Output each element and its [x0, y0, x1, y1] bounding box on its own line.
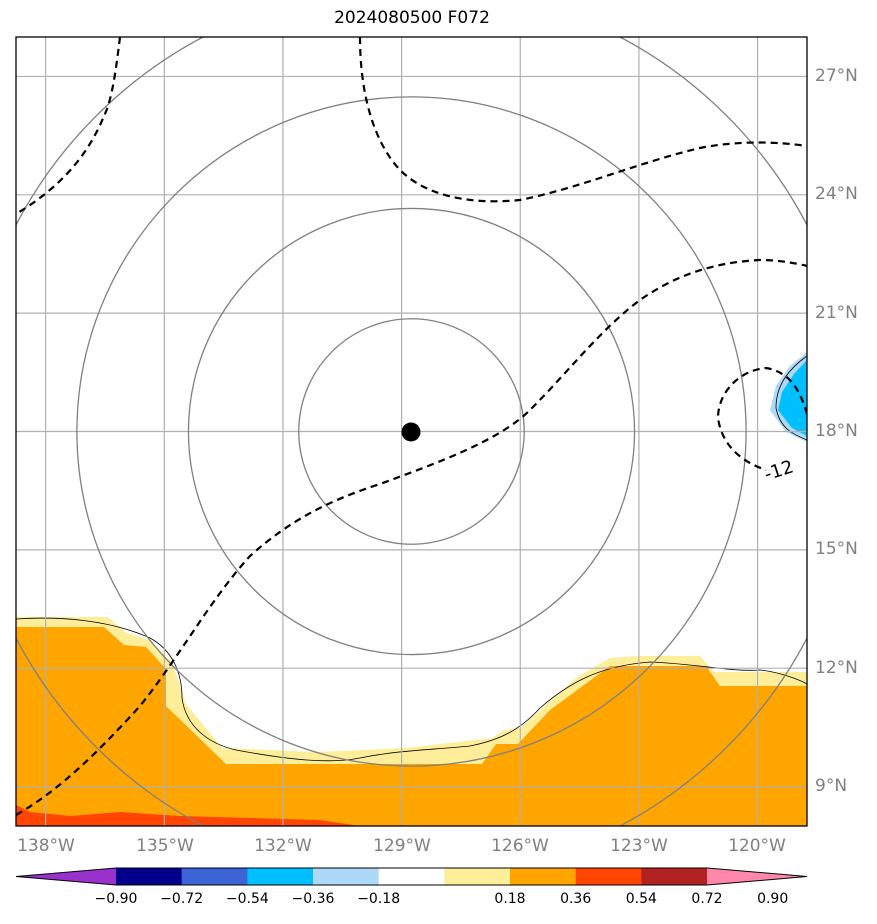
colorbar-extend-max	[707, 868, 807, 885]
colorbar-tick-label: −0.36	[292, 891, 335, 907]
colorbar-segment	[247, 868, 314, 885]
colorbar-tick-label: −0.18	[357, 891, 400, 907]
colorbar-segment	[444, 868, 511, 885]
colorbar-segment	[575, 868, 642, 885]
range-ring	[187, 207, 636, 656]
lat-label-15n: 15°N	[815, 539, 858, 559]
colorbar-extend-min	[16, 868, 116, 885]
lon-label-126w: 126°W	[491, 836, 549, 856]
colorbar-segment	[313, 868, 380, 885]
lon-label-123w: 123°W	[610, 836, 668, 856]
lat-label-9n: 9°N	[815, 776, 847, 796]
map-plot-area: -12	[16, 37, 807, 826]
colorbar-outline	[15, 867, 808, 886]
strong-positive-anomaly-fill	[16, 805, 360, 826]
colorbar-tick-label: −0.72	[160, 891, 203, 907]
contour-line-3	[16, 258, 807, 816]
map-title: 2024080500 F072	[334, 8, 490, 28]
gridlines	[16, 37, 807, 826]
lon-label-132w: 132°W	[254, 836, 312, 856]
lat-label-27n: 27°N	[815, 66, 858, 86]
lon-label-135w: 135°W	[136, 836, 194, 856]
dashed-contours	[16, 37, 807, 816]
lat-label-12n: 12°N	[815, 658, 858, 678]
lon-label-120w: 120°W	[728, 836, 786, 856]
colorbar-segment	[378, 868, 445, 885]
negative-outline	[775, 355, 807, 441]
storm-center-marker	[401, 422, 421, 442]
map-frame	[15, 36, 808, 827]
colorbar-segment	[510, 868, 577, 885]
colorbar-segment	[641, 868, 708, 885]
colorbar-tick-label: 0.36	[560, 891, 591, 907]
lat-label-18n: 18°N	[815, 421, 858, 441]
range-ring	[76, 96, 747, 767]
colorbar: −0.90 −0.72 −0.54 −0.36 −0.18 0.18 0.36 0.54 0.7…	[15, 867, 808, 907]
colorbar-tick-label: 0.72	[691, 891, 722, 907]
contour-line-2	[358, 37, 807, 203]
lat-label-24n: 24°N	[815, 184, 858, 204]
colorbar-tick-label: 0.90	[757, 891, 788, 907]
longitude-labels: 138°W 135°W 132°W 129°W 126°W 123°W 120°…	[17, 836, 786, 856]
lat-label-21n: 21°N	[815, 303, 858, 323]
colorbar-tick-label: −0.90	[95, 891, 138, 907]
colorbar-segment	[116, 868, 183, 885]
colorbar-tick-label: −0.54	[226, 891, 269, 907]
positive-anomaly-fill	[16, 627, 807, 826]
contour-line-1	[16, 37, 122, 215]
anomaly-outline	[16, 617, 807, 762]
colorbar-segment	[181, 868, 248, 885]
range-ring	[298, 318, 525, 545]
colorbar-tick-label: 0.18	[494, 891, 525, 907]
range-rings	[16, 37, 807, 826]
latitude-labels: 9°N 12°N 15°N 18°N 21°N 24°N 27°N	[815, 66, 858, 796]
lon-label-138w: 138°W	[17, 836, 75, 856]
lon-label-129w: 129°W	[373, 836, 431, 856]
negative-anomaly-fill	[778, 360, 807, 436]
colorbar-tick-label: 0.54	[626, 891, 657, 907]
